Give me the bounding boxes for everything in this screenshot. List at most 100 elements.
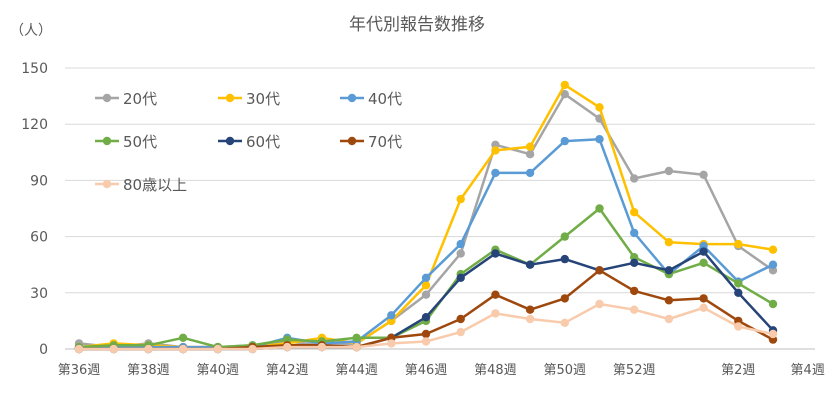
legend-label: 50代 [123,133,157,151]
series-line [77,92,775,349]
data-point [699,247,708,256]
data-point [421,273,431,282]
data-point [699,170,708,179]
data-point [560,294,569,303]
data-point [560,90,569,99]
data-point [595,103,604,112]
data-point [525,305,535,314]
y-tick-label: 150 [21,61,48,77]
series-7 [74,299,778,354]
data-point [560,318,569,327]
y-tick-label: 120 [21,117,48,133]
data-point [456,239,465,249]
data-point [768,329,778,339]
data-point [630,258,639,267]
y-tick-label: 90 [30,173,48,189]
data-point [595,266,604,275]
legend-label: 70代 [368,133,402,151]
x-tick-label: 第52週 [613,363,656,378]
data-point [352,342,361,352]
series-1 [74,90,778,352]
data-point [387,339,396,348]
chart-title: 年代別報告数推移 [349,15,485,35]
y-axis-unit-label: （人） [10,23,52,39]
data-point [664,314,674,324]
data-point [387,311,396,320]
data-point [491,146,500,155]
y-tick-label: 60 [30,230,48,246]
data-point [699,294,708,303]
data-point [178,344,188,354]
data-point [525,260,535,269]
data-point [525,150,535,159]
data-point [421,290,431,299]
legend-item: 50代 [95,133,157,151]
data-point [248,344,257,354]
data-point [456,273,465,282]
legend-item: 80歳以上 [95,176,187,194]
legend-item: 20代 [95,90,157,108]
legend-marker [347,93,357,103]
legend-marker [102,136,112,146]
legend: 20代 30代 40代 50代 60代 70代 80歳以上 [95,90,402,194]
data-point [317,342,327,352]
x-tick-label: 第46週 [405,363,448,378]
data-point [491,309,500,318]
data-point [74,344,84,354]
data-point [560,136,569,146]
data-point [421,337,431,346]
data-point [595,299,604,309]
x-tick-label: 第2週 [721,363,755,378]
data-point [456,327,465,337]
data-point [768,299,778,309]
x-tick-label: 第48週 [474,363,517,378]
legend-marker [347,136,357,146]
data-point [525,314,535,324]
data-point [456,314,465,324]
data-point [421,313,431,322]
data-point [491,249,500,258]
data-point [630,305,639,314]
data-point [768,260,778,269]
x-tick-label: 第44週 [335,363,378,378]
data-point [734,239,743,249]
data-point [352,333,361,342]
data-point [664,296,674,305]
data-point [664,166,674,176]
x-axis-ticks: 第36週 第38週 第40週 第42週 第44週 第46週 第48週 第50週 第52週 第2週 第… [58,363,825,378]
data-point [491,168,500,178]
legend-item: 70代 [340,133,402,151]
data-point [734,288,743,297]
x-tick-label: 第38週 [127,363,170,378]
y-axis-ticks: 0 30 60 90 120 150 [21,61,48,358]
data-point [144,344,153,354]
legend-marker [102,93,112,103]
data-point [421,329,431,339]
data-point [699,258,708,267]
data-point [630,174,639,183]
data-point [560,232,569,241]
data-point [630,286,639,296]
data-point [456,194,465,204]
data-point [664,266,674,275]
data-point [283,342,292,352]
data-point [595,204,604,213]
data-point [734,322,743,331]
y-tick-label: 0 [39,342,48,358]
data-point [664,238,674,247]
legend-marker [225,93,235,103]
data-point [630,228,639,238]
x-tick-label: 第50週 [544,363,587,378]
legend-label: 40代 [368,90,402,108]
data-point [109,344,118,354]
x-tick-label: 第42週 [266,363,309,378]
legend-item: 30代 [218,90,280,108]
legend-marker [225,136,235,146]
legend-label: 80歳以上 [123,176,187,194]
data-point [560,254,569,264]
data-point [595,135,604,144]
data-point [213,344,222,354]
series-layer [74,80,778,354]
